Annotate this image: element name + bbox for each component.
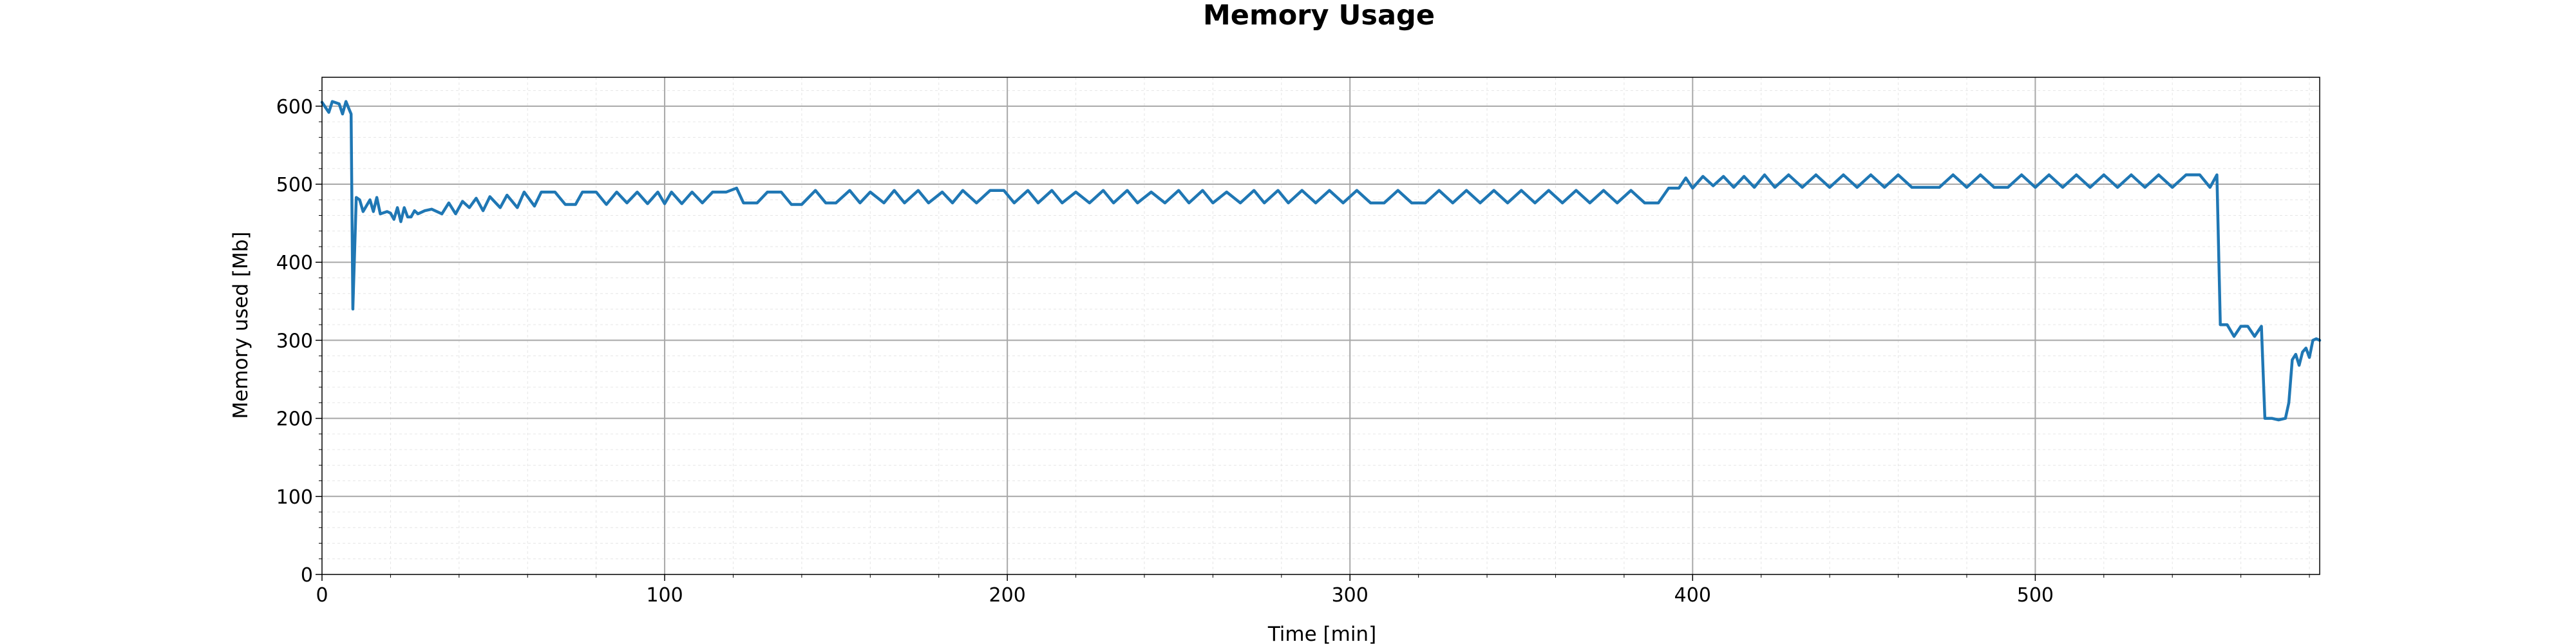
plot-frame bbox=[321, 77, 2320, 575]
minor-grid bbox=[322, 77, 2320, 574]
y-tick-label: 100 bbox=[276, 486, 313, 509]
y-tick-label: 200 bbox=[276, 408, 313, 431]
x-tick-label: 200 bbox=[989, 584, 1026, 607]
x-tick-label: 400 bbox=[1674, 584, 1711, 607]
series-layer bbox=[320, 100, 2322, 422]
major-grid bbox=[322, 77, 2320, 574]
y-tick-label: 400 bbox=[276, 252, 313, 274]
axis-ticks: 0 100 200 300 400 500 0 100 200 300 400 500 600 bbox=[276, 90, 2310, 607]
x-tick-label: 100 bbox=[646, 584, 683, 607]
x-tick-label: 300 bbox=[1332, 584, 1368, 607]
y-tick-label: 300 bbox=[276, 330, 313, 352]
y-tick-label: 0 bbox=[301, 564, 313, 587]
y-tick-label: 500 bbox=[276, 174, 313, 196]
x-axis-label: Time [min] bbox=[1267, 623, 1376, 644]
y-axis-label: Memory used [Mb] bbox=[229, 232, 252, 419]
y-tick-label: 600 bbox=[276, 96, 313, 118]
x-tick-label: 500 bbox=[2017, 584, 2054, 607]
x-tick-label: 0 bbox=[316, 584, 328, 607]
memory-usage-line bbox=[320, 100, 2322, 422]
chart-title: Memory Usage bbox=[1203, 0, 1435, 32]
